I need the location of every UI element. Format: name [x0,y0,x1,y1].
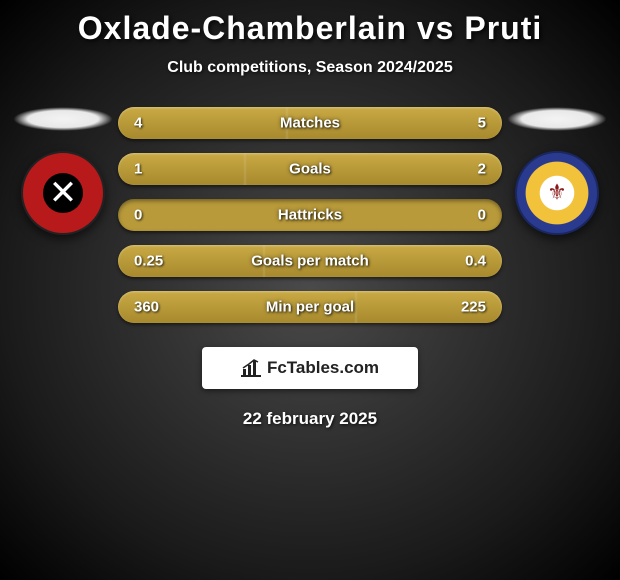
left-player-side [8,107,118,235]
comparison-date: 22 february 2025 [0,409,620,429]
stat-value-left: 0.25 [134,253,163,270]
stat-row: 0.25 0.4 Goals per match [118,245,502,277]
stat-label: Min per goal [266,299,354,316]
stat-value-left: 4 [134,115,142,132]
stat-value-right: 0.4 [465,253,486,270]
stat-row: 0 0 Hattricks [118,199,502,231]
stat-value-right: 225 [461,299,486,316]
comparison-container: 4 5 Matches 1 2 Goals 0 0 Hattricks 0.25 0.4 Goals … [0,107,620,323]
watermark: FcTables.com [202,347,418,389]
stat-label: Matches [280,115,340,132]
stat-row: 1 2 Goals [118,153,502,185]
stat-value-right: 0 [478,207,486,224]
right-player-side [502,107,612,235]
stat-value-left: 0 [134,207,142,224]
stat-value-right: 5 [478,115,486,132]
stat-value-left: 360 [134,299,159,316]
club-crest-left [21,151,105,235]
player-silhouette-left [13,107,113,131]
club-crest-right [515,151,599,235]
stats-bars: 4 5 Matches 1 2 Goals 0 0 Hattricks 0.25 0.4 Goals … [118,107,502,323]
watermark-text: FcTables.com [267,358,379,378]
stat-row: 4 5 Matches [118,107,502,139]
stat-row: 360 225 Min per goal [118,291,502,323]
stat-value-right: 2 [478,161,486,178]
page-subtitle: Club competitions, Season 2024/2025 [0,59,620,77]
stat-value-left: 1 [134,161,142,178]
stat-label: Goals [289,161,331,178]
page-title: Oxlade-Chamberlain vs Pruti [0,0,620,47]
stat-label: Hattricks [278,207,342,224]
chart-icon [241,359,261,377]
player-silhouette-right [507,107,607,131]
bar-fill-left [118,107,287,139]
stat-label: Goals per match [251,253,369,270]
bar-fill-right [245,153,502,185]
